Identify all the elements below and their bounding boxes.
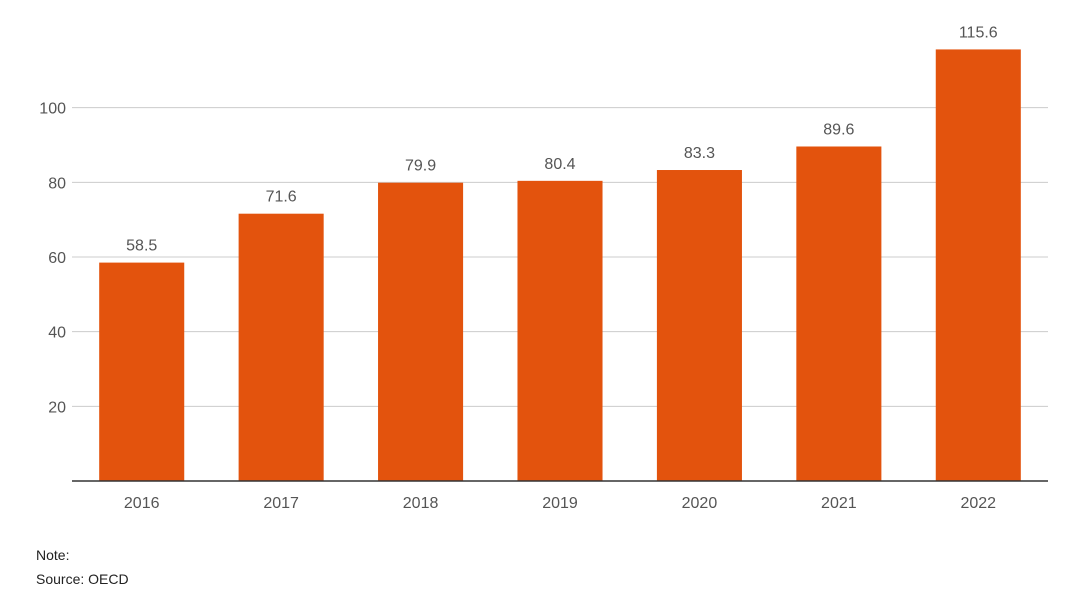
data-label-2021: 89.6 (823, 121, 854, 138)
y-tick-label: 20 (48, 399, 66, 416)
chart-source: Source: OECD (36, 571, 129, 587)
x-tick-label-2022: 2022 (960, 495, 996, 512)
y-tick-label: 80 (48, 175, 66, 192)
bar-2019 (517, 180, 603, 481)
bar-2018 (378, 182, 464, 481)
y-tick-label: 40 (48, 325, 66, 342)
bar-2021 (796, 146, 882, 481)
x-axis-ticks: 2016 2017 2018 2019 2020 2021 2022 (124, 495, 996, 512)
x-tick-label-2020: 2020 (682, 495, 718, 512)
x-tick-label-2016: 2016 (124, 495, 160, 512)
y-axis-ticks: 20 40 60 80 100 (39, 101, 66, 417)
bar-2017 (238, 213, 324, 481)
data-label-2020: 83.3 (684, 145, 715, 162)
bars (99, 49, 1021, 481)
data-label-2016: 58.5 (126, 238, 157, 255)
bar-2022 (935, 49, 1021, 481)
bar-2020 (656, 170, 742, 481)
x-tick-label-2018: 2018 (403, 495, 439, 512)
x-tick-label-2021: 2021 (821, 495, 857, 512)
bar-chart: 20 40 60 80 100 58.5 71.6 79.9 80.4 83.3 89.6 115.… (39, 24, 1048, 512)
data-label-2022: 115.6 (959, 24, 998, 41)
data-label-2017: 71.6 (266, 189, 297, 206)
data-label-2019: 80.4 (544, 156, 575, 173)
y-tick-label: 100 (39, 101, 66, 118)
y-tick-label: 60 (48, 250, 66, 267)
x-tick-label-2019: 2019 (542, 495, 578, 512)
data-labels: 58.5 71.6 79.9 80.4 83.3 89.6 115.6 (126, 24, 998, 254)
chart-note: Note: (36, 547, 70, 563)
bar-2016 (99, 262, 185, 481)
data-label-2018: 79.9 (405, 158, 436, 175)
x-tick-label-2017: 2017 (263, 495, 299, 512)
